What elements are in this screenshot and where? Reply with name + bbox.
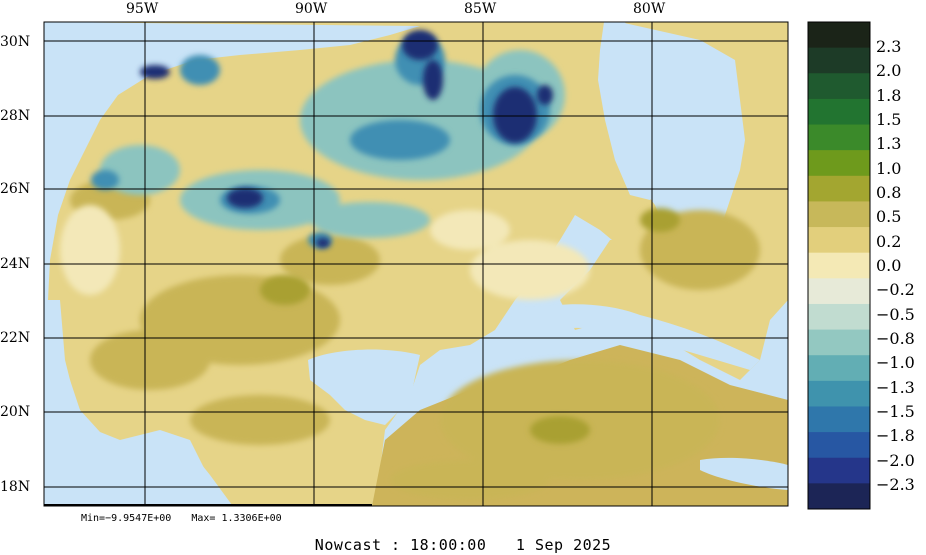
graticule: [44, 22, 788, 506]
colorbar-swatch: [808, 98, 870, 126]
colorbar-swatch: [808, 175, 870, 202]
colorbar-swatch: [808, 227, 870, 254]
colorbar-swatch: [808, 329, 870, 356]
colorbar-swatch: [808, 124, 870, 151]
colorbar-label: 1.3: [876, 134, 902, 153]
colorbar-label: 0.8: [876, 183, 902, 202]
colorbar-swatch: [808, 457, 870, 484]
colorbar-label: −1.3: [876, 378, 915, 397]
lon-label-80w: 80W: [633, 1, 666, 17]
colorbar-label: 1.8: [876, 86, 902, 105]
colorbar-swatch: [808, 355, 870, 382]
colorbar-label: −1.8: [876, 426, 915, 445]
colorbar-swatch: [808, 150, 870, 177]
colorbar-swatch: [808, 380, 870, 407]
colorbar-swatches: [808, 22, 870, 510]
map-frame: [43, 21, 789, 507]
colorbar-label: −0.5: [876, 305, 915, 324]
colorbar-label: 0.0: [876, 256, 902, 275]
nowcast-caption: Nowcast : 18:00:00 1 Sep 2025: [0, 536, 926, 554]
map-area: [43, 21, 789, 507]
lat-label-28n: 28N: [0, 108, 31, 124]
colorbar-swatch: [808, 201, 870, 228]
dark-olive-patches: [260, 208, 680, 444]
lat-label-26n: 26N: [0, 181, 31, 197]
colorbar-label: −0.2: [876, 280, 915, 299]
cuba-water: [505, 304, 760, 370]
atlantic-water: [598, 22, 662, 200]
colorbar-swatch: [808, 432, 870, 459]
colorbar-frame: [807, 21, 871, 510]
lat-label-20n: 20N: [0, 404, 31, 420]
colorbar-label: −1.5: [876, 402, 915, 421]
lat-label-18n: 18N: [0, 479, 31, 495]
colorbar-swatch: [808, 22, 870, 49]
colorbar-label: 2.3: [876, 37, 902, 56]
colorbar-label: 1.5: [876, 110, 902, 129]
lat-label-24n: 24N: [0, 256, 31, 272]
max-value: Max= 1.3306E+00: [191, 513, 282, 524]
lon-label-85w: 85W: [464, 1, 497, 17]
colorbar-label: −2.3: [876, 475, 915, 494]
colorbar-swatch: [808, 303, 870, 331]
bay-water: [48, 300, 232, 505]
colorbar-label: 2.0: [876, 61, 902, 80]
colorbar-swatch: [808, 73, 870, 100]
pale-patches: [60, 205, 590, 300]
min-value: Min=−9.9547E+00: [81, 513, 172, 524]
lat-label-22n: 22N: [0, 330, 31, 346]
yucatan-water: [308, 349, 420, 425]
colorbar-swatch: [808, 47, 870, 74]
colorbar-swatch: [808, 252, 870, 279]
colorbar-label: −1.0: [876, 353, 915, 372]
colorbar-label: 1.0: [876, 159, 902, 178]
colorbar-swatch: [808, 406, 870, 433]
lon-label-90w: 90W: [295, 1, 328, 17]
colorbar-label: −0.8: [876, 329, 915, 348]
lat-label-30n: 30N: [0, 34, 31, 50]
colorbar-swatch: [808, 483, 870, 510]
southeast-water: [700, 457, 788, 490]
colorbar: [807, 21, 871, 510]
nowcast-date: 1 Sep 2025: [515, 536, 612, 554]
dark-blue-blobs: [140, 30, 553, 248]
colorbar-label: 0.2: [876, 232, 902, 251]
colorbar-label: −2.0: [876, 451, 915, 470]
land-east: [560, 22, 788, 380]
colorbar-swatch: [808, 278, 870, 305]
lon-label-95w: 95W: [126, 1, 159, 17]
colorbar-label: 0.5: [876, 207, 902, 226]
nowcast-time: Nowcast : 18:00:00: [314, 536, 487, 554]
min-max-readout: Min=−9.9547E+00 Max= 1.3306E+00: [81, 513, 296, 524]
